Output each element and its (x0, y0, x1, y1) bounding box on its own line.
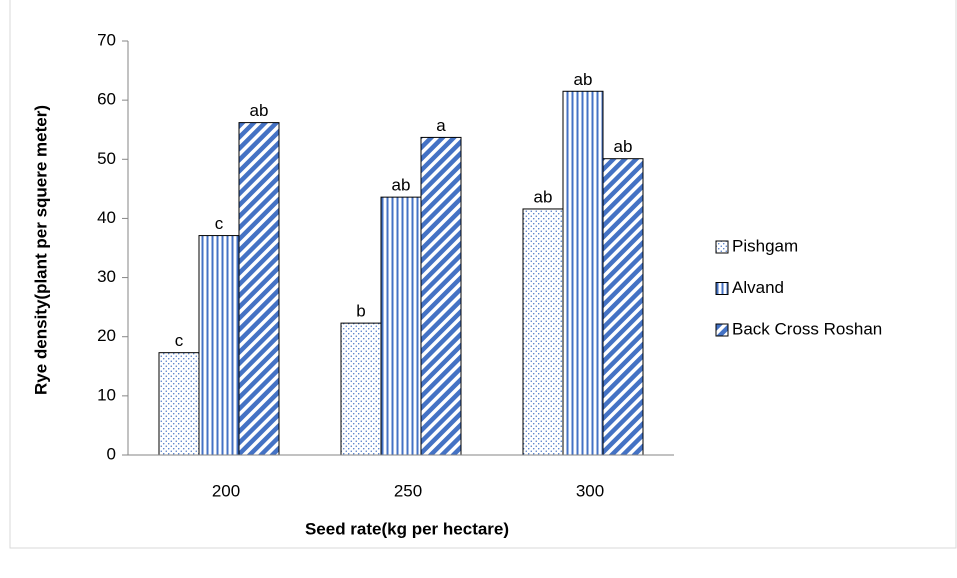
bar (420, 136, 462, 456)
bar-annotation: ab (392, 176, 411, 195)
bar (238, 122, 280, 456)
bar (198, 235, 240, 456)
legend-label: Pishgam (732, 236, 798, 255)
bar-annotation: c (215, 214, 224, 233)
y-tick-label: 10 (97, 385, 116, 404)
bar-annotation: ab (574, 70, 593, 89)
legend-label: Back Cross Roshan (732, 319, 882, 338)
bar (158, 352, 200, 456)
y-tick-label: 40 (97, 208, 116, 227)
x-tick-label: 200 (212, 481, 240, 500)
legend-swatch (715, 282, 729, 295)
y-tick-label: 0 (107, 444, 116, 463)
bar-annotation: b (356, 302, 365, 321)
bar-annotation: ab (614, 137, 633, 156)
legend-swatch (715, 323, 729, 337)
y-tick-label: 60 (97, 90, 116, 109)
bar (522, 208, 564, 456)
y-tick-label: 20 (97, 326, 116, 345)
y-tick-label: 70 (97, 30, 116, 49)
bar-annotation: a (436, 116, 446, 135)
bar (340, 322, 382, 456)
bar (562, 90, 604, 456)
x-tick-label: 300 (576, 481, 604, 500)
x-axis-title: Seed rate(kg per hectare) (305, 519, 509, 538)
chart-frame (9, 0, 957, 549)
y-tick-label: 30 (97, 267, 116, 286)
bar-annotation: ab (534, 187, 553, 206)
bar-annotation: c (175, 331, 184, 350)
bar (602, 158, 644, 456)
bar-annotation: ab (250, 101, 269, 120)
legend-swatch (715, 240, 729, 254)
y-axis-title: Rye density(plant per squere meter) (31, 105, 50, 395)
bar (380, 196, 422, 456)
y-tick-label: 50 (97, 149, 116, 168)
legend-label: Alvand (732, 278, 784, 297)
x-tick-label: 250 (394, 481, 422, 500)
